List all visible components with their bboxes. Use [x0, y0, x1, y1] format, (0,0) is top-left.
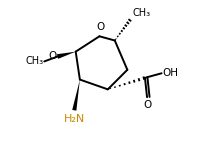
Text: O: O — [49, 51, 57, 61]
Text: H₂N: H₂N — [64, 114, 86, 124]
Polygon shape — [72, 80, 80, 111]
Polygon shape — [57, 52, 76, 59]
Text: CH₃: CH₃ — [25, 56, 44, 66]
Text: O: O — [143, 100, 152, 110]
Text: CH₃: CH₃ — [132, 8, 150, 18]
Text: OH: OH — [162, 68, 178, 78]
Text: O: O — [96, 22, 104, 32]
